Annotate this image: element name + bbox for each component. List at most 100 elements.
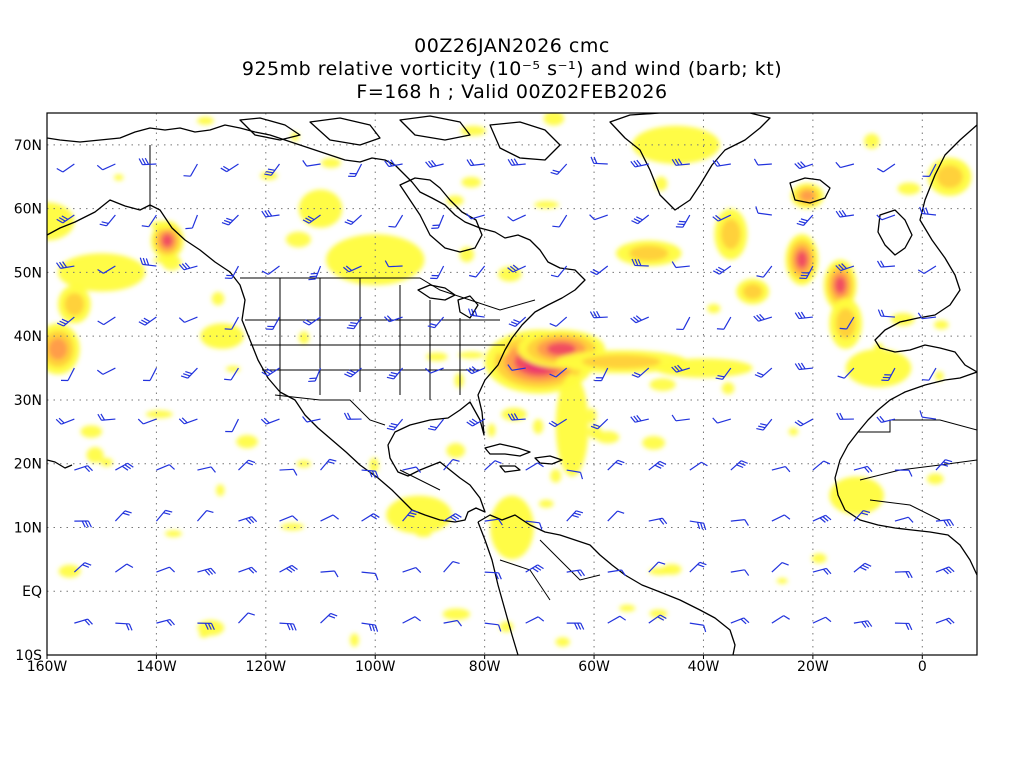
lat-label: 40N [14, 329, 42, 345]
wind-barb [220, 163, 239, 173]
wind-barb [730, 519, 749, 526]
lat-label: 20N [14, 457, 42, 473]
wind-barb [466, 366, 485, 375]
wind-barb [224, 265, 239, 279]
wind-barb [771, 465, 791, 473]
wind-barb [552, 214, 568, 228]
wind-barb [794, 418, 814, 427]
wind-barb [197, 466, 216, 473]
wind-barb [427, 316, 445, 329]
wind-barb [713, 265, 732, 275]
wind-barb [675, 214, 691, 228]
wind-barb [60, 367, 75, 382]
wind-barb [185, 214, 199, 230]
wind-barb [590, 156, 608, 165]
lon-label: 160W [27, 659, 68, 675]
wind-barb [425, 367, 444, 374]
wind-barb [264, 163, 280, 176]
wind-barb [812, 616, 832, 624]
wind-barb [55, 417, 75, 425]
wind-barb [935, 519, 955, 527]
vorticity-max [632, 125, 720, 165]
wind-barb [279, 622, 297, 631]
wind-barb [671, 158, 690, 166]
plot-frame [46, 112, 978, 656]
wind-barb [917, 265, 937, 275]
wind-barb [566, 569, 586, 577]
wind-barb [881, 367, 896, 382]
wind-barb [443, 560, 460, 573]
wind-barb [648, 561, 666, 573]
vorticity-max [791, 183, 824, 209]
wind-barb [443, 513, 462, 522]
wind-barb [935, 459, 953, 471]
wind-barb [853, 620, 873, 628]
wind-barb [384, 260, 403, 268]
vorticity-max [654, 358, 753, 378]
wind-barb [671, 261, 690, 269]
wind-barb [755, 206, 772, 216]
wind-barb [484, 518, 503, 526]
wind-barb [507, 158, 526, 166]
wind-barb [550, 163, 568, 175]
wind-barb [566, 469, 584, 480]
lat-label: 60N [14, 202, 42, 218]
vorticity-max [386, 495, 452, 534]
wind-barb [853, 562, 872, 573]
wind-barb [260, 417, 280, 425]
wind-barb [525, 564, 544, 573]
wind-barb [183, 163, 198, 177]
wind-barb [197, 622, 215, 630]
wind-barb [344, 367, 362, 378]
latitude-labels: 70N 60N 50N 40N 30N 20N 10N EQ 10S [14, 138, 42, 664]
wind-barb [143, 367, 157, 382]
wind-barb [279, 468, 298, 476]
wind-barb [361, 571, 379, 581]
wind-barb [388, 214, 404, 228]
wind-barb [935, 566, 955, 575]
wind-barb [607, 615, 627, 624]
wind-barb [302, 416, 321, 423]
wind-barb [178, 417, 198, 425]
wind-barb [73, 562, 92, 573]
wind-barb [265, 316, 281, 330]
wind-barb [648, 517, 668, 525]
wind-barb [484, 622, 502, 632]
wind-barb [74, 520, 92, 528]
wind-barb [712, 159, 731, 167]
wind-barb [443, 458, 460, 471]
wind-barb [238, 516, 258, 525]
wind-barb [224, 316, 239, 330]
wind-barb [794, 311, 813, 320]
wind-barb [361, 513, 380, 522]
wind-barb [730, 569, 750, 576]
lon-label: 20W [797, 659, 829, 675]
wind-barb [631, 367, 650, 378]
wind-barb [689, 622, 707, 633]
wind-barb [607, 459, 625, 471]
wind-barb [279, 564, 298, 573]
wind-barb [630, 159, 649, 168]
wind-barb [590, 265, 609, 276]
vorticity-max [823, 259, 857, 311]
vorticity-max [615, 240, 682, 267]
vorticity-max [555, 350, 688, 374]
wind-barb [428, 418, 445, 431]
wind-barb [466, 213, 485, 220]
wind-barb [894, 570, 913, 579]
wind-barb [348, 163, 363, 178]
wind-barb [320, 458, 337, 471]
wind-barb [279, 515, 299, 522]
lat-lon-grid [47, 113, 977, 655]
wind-barb [402, 466, 422, 473]
wind-barb [308, 265, 322, 281]
wind-barb [771, 562, 789, 573]
wind-barb [320, 570, 339, 578]
wind-barb [917, 312, 937, 320]
wind-barb [384, 159, 403, 168]
wind-barb [96, 367, 116, 375]
lat-label: 70N [14, 138, 42, 154]
wind-barb [115, 563, 134, 573]
wind-barb [607, 569, 627, 577]
